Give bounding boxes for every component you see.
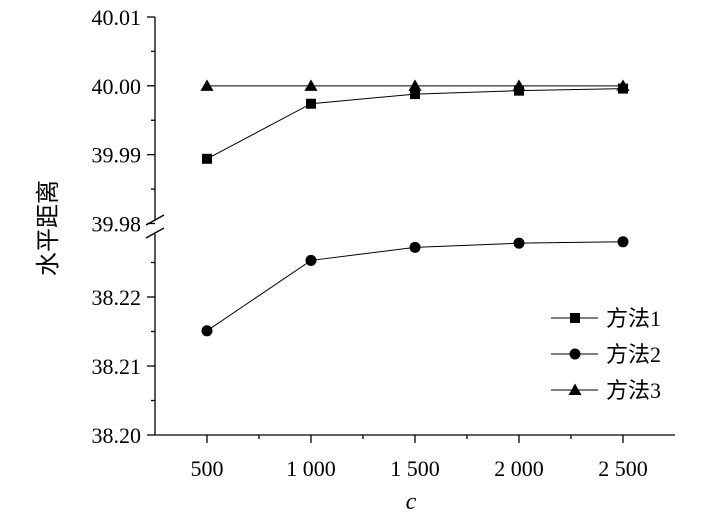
data-point bbox=[304, 79, 318, 91]
x-tick-label: 2 500 bbox=[598, 456, 648, 481]
series-line bbox=[206, 241, 624, 332]
legend-marker bbox=[569, 348, 581, 360]
data-point bbox=[408, 79, 422, 91]
data-point bbox=[513, 237, 525, 249]
data-point bbox=[305, 254, 317, 266]
x-tick-label: 1 000 bbox=[286, 456, 336, 481]
y-tick-label: 40.01 bbox=[92, 5, 142, 30]
x-tick-label: 2 000 bbox=[494, 456, 544, 481]
y-tick-label: 38.22 bbox=[92, 285, 142, 310]
series-3 bbox=[200, 79, 630, 91]
legend-item: 方法2 bbox=[551, 342, 661, 367]
legend-marker bbox=[570, 313, 580, 323]
series-line bbox=[206, 88, 624, 160]
y-tick-label: 38.21 bbox=[92, 354, 142, 379]
x-tick-label: 1 500 bbox=[390, 456, 440, 481]
legend: 方法1 方法2 方法3 bbox=[551, 306, 661, 403]
series-2 bbox=[201, 236, 629, 337]
legend-item: 方法3 bbox=[551, 378, 661, 403]
legend-label: 方法3 bbox=[606, 378, 661, 403]
data-point bbox=[409, 241, 421, 253]
legend-label: 方法1 bbox=[606, 306, 661, 331]
legend-label: 方法2 bbox=[606, 342, 661, 367]
data-point bbox=[200, 79, 214, 91]
data-point bbox=[617, 236, 629, 248]
y-tick-label: 39.98 bbox=[92, 212, 142, 237]
series-1 bbox=[202, 83, 628, 164]
data-point bbox=[202, 153, 212, 164]
series-layer bbox=[200, 79, 630, 337]
data-point bbox=[616, 79, 630, 91]
x-axis-label: c bbox=[406, 489, 417, 515]
y-axis-label: 水平距离 bbox=[35, 180, 62, 276]
axes: 39.98 39.99 40.00 40.01 38.20 38.21 38.22 500 1 … bbox=[92, 5, 675, 481]
data-point bbox=[306, 98, 316, 109]
data-point bbox=[201, 325, 213, 337]
y-tick-label: 40.00 bbox=[92, 74, 142, 99]
axis-break-mark bbox=[145, 227, 165, 239]
legend-marker bbox=[568, 383, 582, 395]
data-point bbox=[410, 89, 420, 100]
data-point bbox=[512, 79, 526, 91]
legend-item: 方法1 bbox=[551, 306, 661, 331]
y-tick-label: 38.20 bbox=[92, 423, 142, 448]
x-tick-label: 500 bbox=[191, 456, 224, 481]
y-tick-label: 39.99 bbox=[92, 143, 142, 168]
